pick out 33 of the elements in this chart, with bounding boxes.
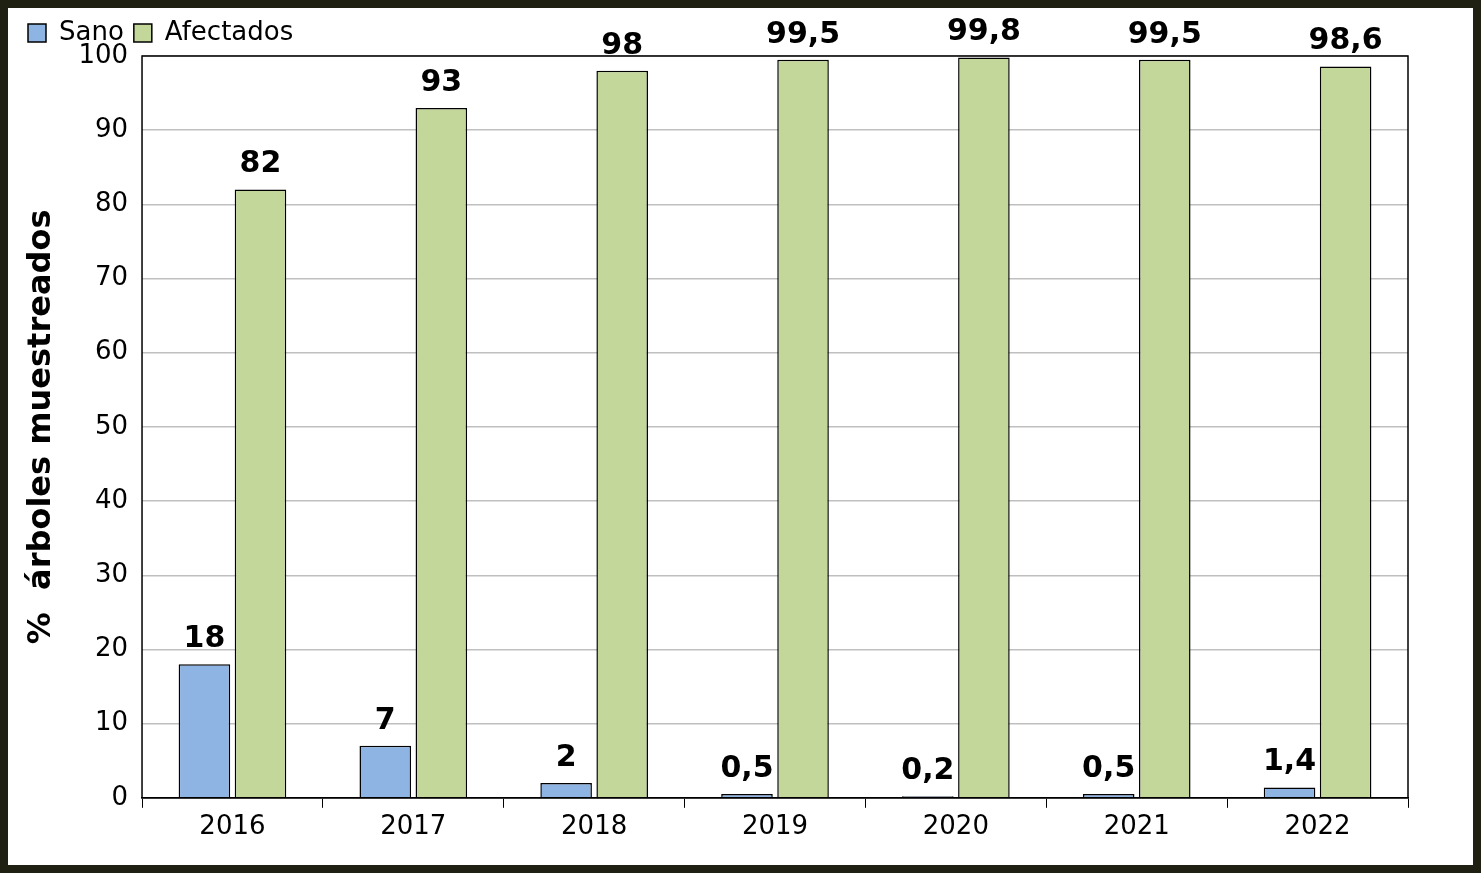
y-tick-label: 0 — [111, 780, 129, 811]
data-label: 93 — [420, 62, 463, 98]
x-tick-label: 2021 — [1103, 810, 1170, 841]
data-label: 0,5 — [720, 748, 774, 784]
data-label: 99,5 — [1127, 14, 1202, 50]
y-tick-label: 20 — [94, 632, 129, 663]
x-tick-label: 2022 — [1284, 810, 1351, 841]
data-label: 82 — [239, 144, 282, 180]
data-label: 99,5 — [766, 14, 841, 50]
data-label: 7 — [374, 700, 396, 736]
data-label: 0,5 — [1082, 748, 1136, 784]
y-axis-title: % árboles muestreados — [19, 209, 58, 645]
y-tick-label: 60 — [94, 335, 129, 366]
y-tick-label: 90 — [94, 112, 129, 143]
data-label: 2 — [555, 737, 577, 773]
data-label: 99,8 — [946, 12, 1021, 48]
x-tick-label: 2017 — [380, 810, 447, 841]
x-tick-label: 2019 — [741, 810, 809, 841]
x-tick-label: 2016 — [199, 810, 266, 841]
y-tick-label: 40 — [94, 483, 129, 514]
data-label: 18 — [183, 619, 226, 655]
data-label: 1,4 — [1262, 742, 1317, 778]
x-tick-label: 2020 — [922, 810, 989, 841]
data-label: 0,2 — [901, 751, 955, 787]
data-label: 98 — [601, 25, 644, 61]
y-tick-label: 30 — [94, 558, 129, 589]
y-tick-label: 80 — [94, 187, 129, 218]
y-tick-label: 50 — [94, 409, 129, 440]
legend-label: Afectados — [164, 15, 294, 46]
x-tick-label: 2018 — [561, 810, 628, 841]
data-label: 98,6 — [1308, 21, 1383, 57]
y-tick-label: 10 — [94, 706, 129, 737]
y-tick-label: 70 — [94, 261, 129, 292]
